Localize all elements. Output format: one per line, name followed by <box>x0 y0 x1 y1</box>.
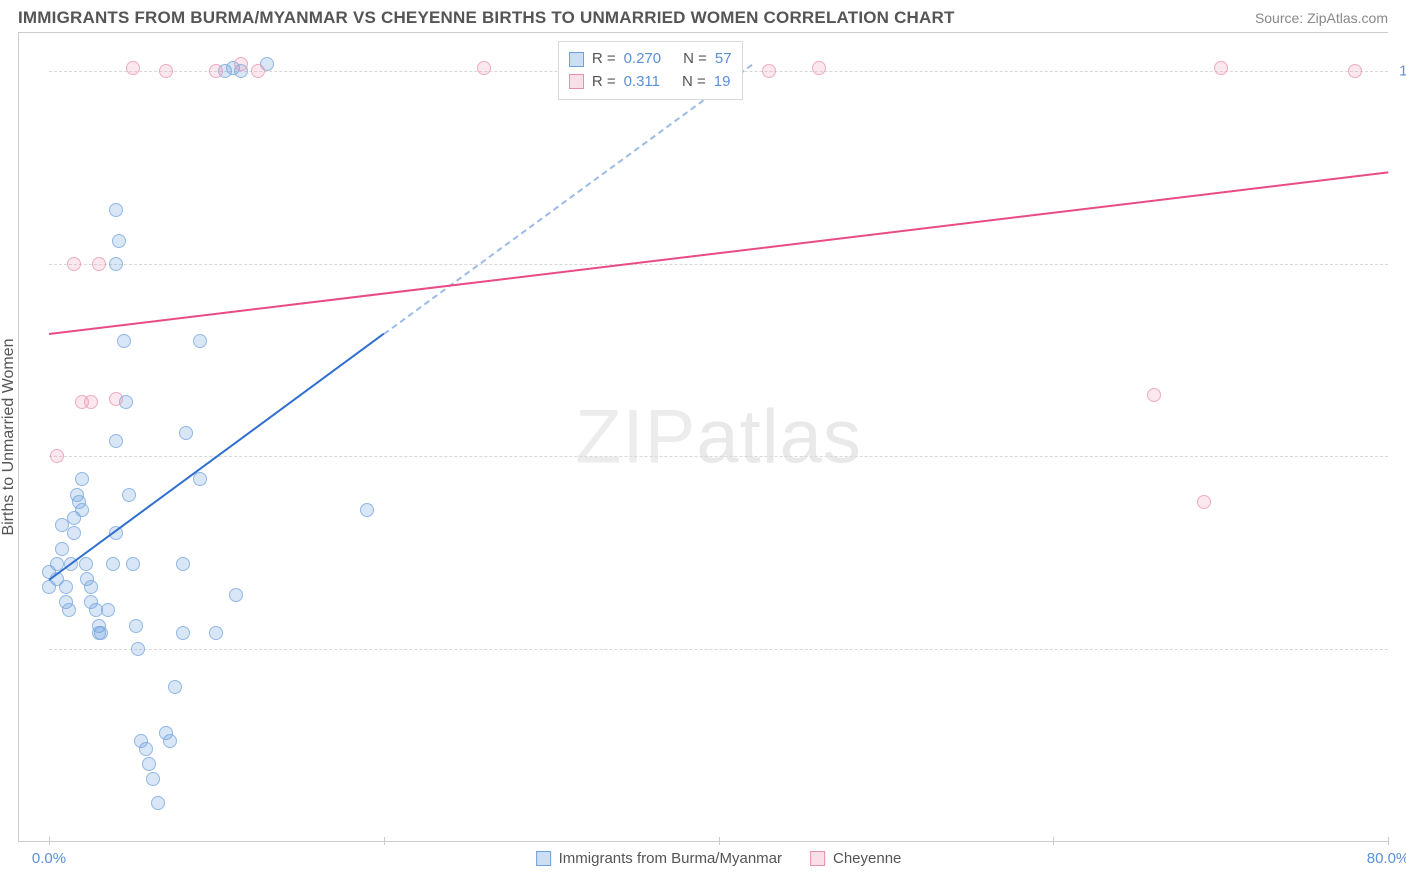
series-legend: Immigrants from Burma/Myanmar Cheyenne <box>536 850 902 867</box>
data-point <box>179 426 193 440</box>
data-point <box>75 472 89 486</box>
x-tick <box>1053 837 1054 845</box>
stats-legend-row: R = 0.270N = 57 <box>569 48 732 71</box>
y-axis-label: Births to Unmarried Women <box>0 338 18 535</box>
legend-swatch <box>810 851 825 866</box>
plot-region: ZIPatlas 25.0%50.0%75.0%100.0%0.0%80.0%R… <box>49 33 1388 841</box>
data-point <box>101 603 115 617</box>
data-point <box>106 557 120 571</box>
data-point <box>360 503 374 517</box>
header: IMMIGRANTS FROM BURMA/MYANMAR VS CHEYENN… <box>0 0 1406 32</box>
data-point <box>251 64 265 78</box>
data-point <box>812 61 826 75</box>
x-tick <box>49 837 50 845</box>
data-point <box>163 734 177 748</box>
x-tick <box>384 837 385 845</box>
x-tick <box>719 837 720 845</box>
data-point <box>159 64 173 78</box>
data-point <box>762 64 776 78</box>
data-point <box>67 257 81 271</box>
data-point <box>229 588 243 602</box>
series-legend-item: Immigrants from Burma/Myanmar <box>536 850 782 867</box>
data-point <box>84 395 98 409</box>
gridline <box>49 649 1388 650</box>
x-tick-label: 0.0% <box>32 850 66 867</box>
legend-swatch <box>569 74 584 89</box>
stats-legend: R = 0.270N = 57R = 0.311N = 19 <box>558 41 743 100</box>
data-point <box>112 234 126 248</box>
data-point <box>109 257 123 271</box>
data-point <box>151 796 165 810</box>
data-point <box>234 57 248 71</box>
stats-legend-row: R = 0.311N = 19 <box>569 71 732 94</box>
data-point <box>117 334 131 348</box>
gridline <box>49 264 1388 265</box>
data-point <box>126 557 140 571</box>
data-point <box>109 434 123 448</box>
data-point <box>176 626 190 640</box>
gridline <box>49 456 1388 457</box>
data-point <box>193 472 207 486</box>
data-point <box>176 557 190 571</box>
data-point <box>139 742 153 756</box>
data-point <box>477 61 491 75</box>
data-point <box>1147 388 1161 402</box>
series-legend-item: Cheyenne <box>810 850 901 867</box>
data-point <box>50 449 64 463</box>
data-point <box>109 392 123 406</box>
watermark: ZIPatlas <box>575 394 862 481</box>
data-point <box>193 334 207 348</box>
data-point <box>62 603 76 617</box>
data-point <box>209 626 223 640</box>
data-point <box>209 64 223 78</box>
data-point <box>142 757 156 771</box>
y-tick-label: 100.0% <box>1399 63 1406 80</box>
x-tick-label: 80.0% <box>1367 850 1406 867</box>
data-point <box>59 580 73 594</box>
source-credit: Source: ZipAtlas.com <box>1255 10 1388 26</box>
data-point <box>55 542 69 556</box>
data-point <box>122 488 136 502</box>
legend-swatch <box>536 851 551 866</box>
data-point <box>131 642 145 656</box>
data-point <box>92 257 106 271</box>
chart-area: Births to Unmarried Women ZIPatlas 25.0%… <box>18 32 1388 842</box>
trend-line <box>48 333 384 581</box>
legend-swatch <box>569 52 584 67</box>
data-point <box>67 526 81 540</box>
data-point <box>1214 61 1228 75</box>
chart-title: IMMIGRANTS FROM BURMA/MYANMAR VS CHEYENN… <box>18 8 955 28</box>
x-tick <box>1388 837 1389 845</box>
data-point <box>109 203 123 217</box>
data-point <box>84 580 98 594</box>
data-point <box>146 772 160 786</box>
trend-line <box>383 64 752 335</box>
data-point <box>168 680 182 694</box>
data-point <box>79 557 93 571</box>
data-point <box>94 626 108 640</box>
data-point <box>1197 495 1211 509</box>
data-point <box>1348 64 1362 78</box>
trend-line <box>49 172 1388 336</box>
data-point <box>75 503 89 517</box>
data-point <box>129 619 143 633</box>
data-point <box>126 61 140 75</box>
